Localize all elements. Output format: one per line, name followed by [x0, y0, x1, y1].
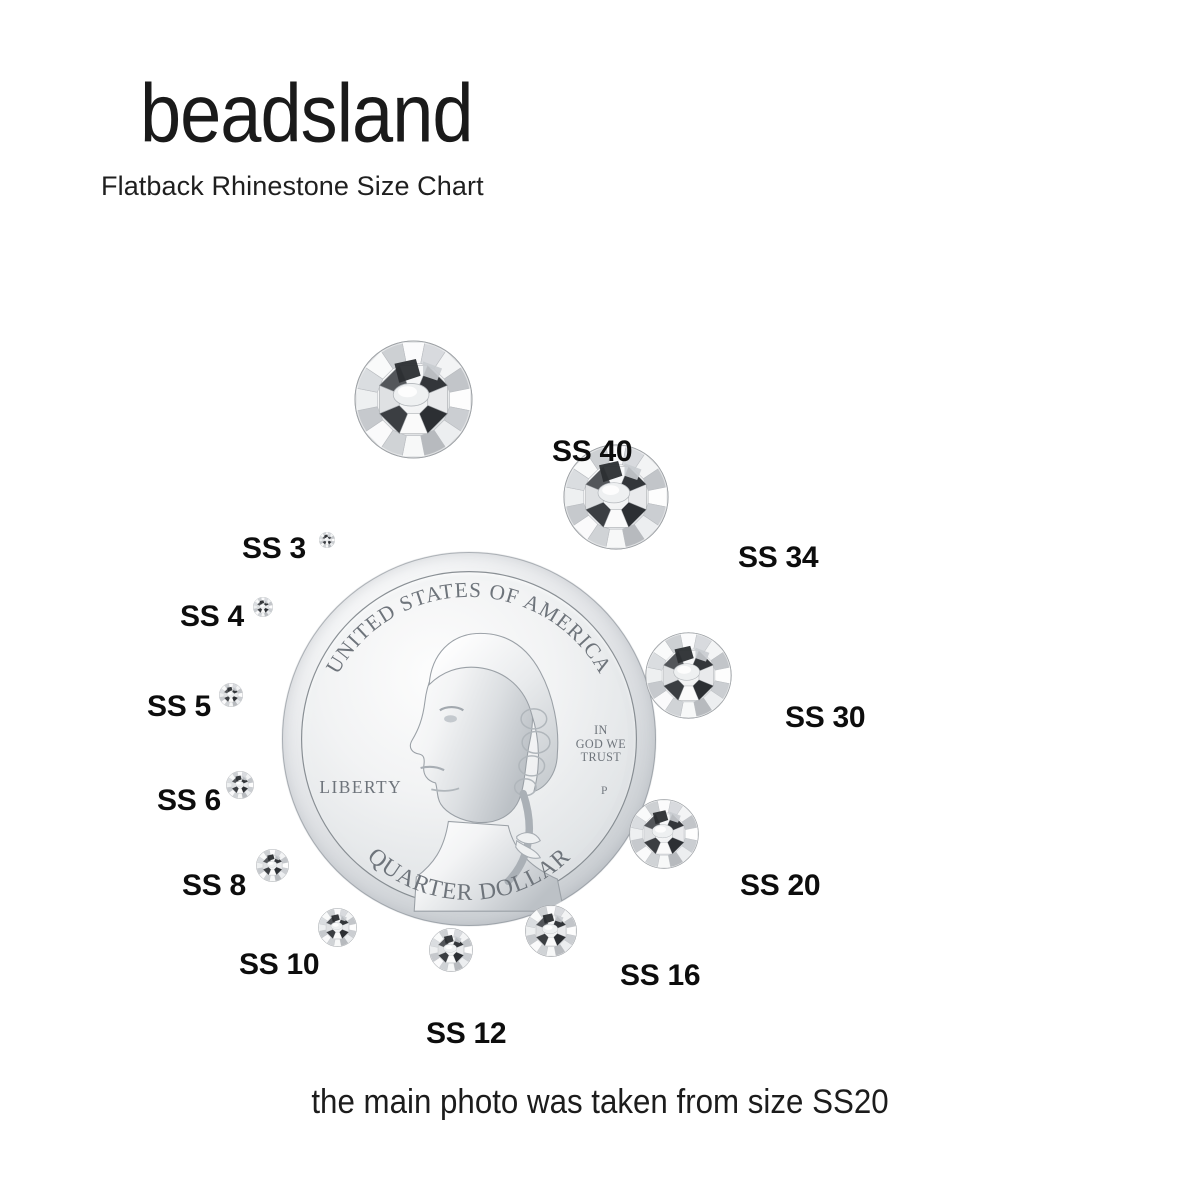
footer-caption: the main photo was taken from size SS20 — [311, 1083, 889, 1121]
rhinestone-ss20 — [629, 799, 699, 869]
rhinestone-ss34 — [563, 444, 669, 550]
rhinestone-ss5 — [219, 683, 243, 707]
main-size-label-ss3: SS 3 — [242, 532, 306, 565]
brand-logo: beadsland — [140, 66, 474, 160]
rhinestone-ss4 — [253, 597, 273, 617]
main-size-label-ss6: SS 6 — [157, 784, 221, 817]
rhinestone-ss8 — [255, 848, 289, 882]
rhinestone-ss6 — [226, 771, 254, 799]
coin-motto-line: IN — [594, 723, 608, 738]
main-size-label-ss5: SS 5 — [147, 690, 211, 723]
main-size-label-ss12: SS 12 — [426, 1017, 507, 1050]
page-title: Flatback Rhinestone Size Chart — [101, 171, 484, 201]
rhinestone-ss30 — [644, 631, 732, 719]
main-size-label-ss34: SS 34 — [738, 541, 819, 574]
main-size-label-ss10: SS 10 — [239, 948, 320, 981]
coin-motto-line: GOD WE — [575, 736, 627, 751]
rhinestone-ss40 — [353, 339, 473, 459]
coin-motto-line: TRUST — [580, 750, 622, 765]
main-size-label-ss40: SS 40 — [552, 435, 633, 468]
coin-mint-mark: P — [600, 783, 608, 797]
washington-portrait — [372, 612, 589, 912]
rhinestone-ss16 — [525, 905, 577, 957]
coin-liberty-text: LIBERTY — [319, 778, 403, 798]
main-size-label-ss4: SS 4 — [180, 600, 244, 633]
svg-text:UNITED STATES OF AMERICA: UNITED STATES OF AMERICA — [321, 578, 617, 678]
main-size-label-ss8: SS 8 — [182, 869, 246, 902]
rhinestone-ss3 — [319, 532, 335, 548]
quarter-dollar-coin: UNITED STATES OF AMERICA QUARTER DOLLAR LI… — [282, 552, 656, 926]
svg-text:QUARTER DOLLAR: QUARTER DOLLAR — [362, 843, 575, 906]
main-size-label-ss30: SS 30 — [785, 701, 866, 734]
rhinestone-ss10 — [317, 907, 357, 947]
coin-motto-text: IN GOD WE TRUST — [575, 723, 627, 765]
rhinestone-ss12 — [429, 928, 473, 972]
main-size-label-ss16: SS 16 — [620, 959, 701, 992]
main-size-label-ss20: SS 20 — [740, 869, 821, 902]
coin-legends: UNITED STATES OF AMERICA QUARTER DOLLAR — [282, 552, 656, 926]
